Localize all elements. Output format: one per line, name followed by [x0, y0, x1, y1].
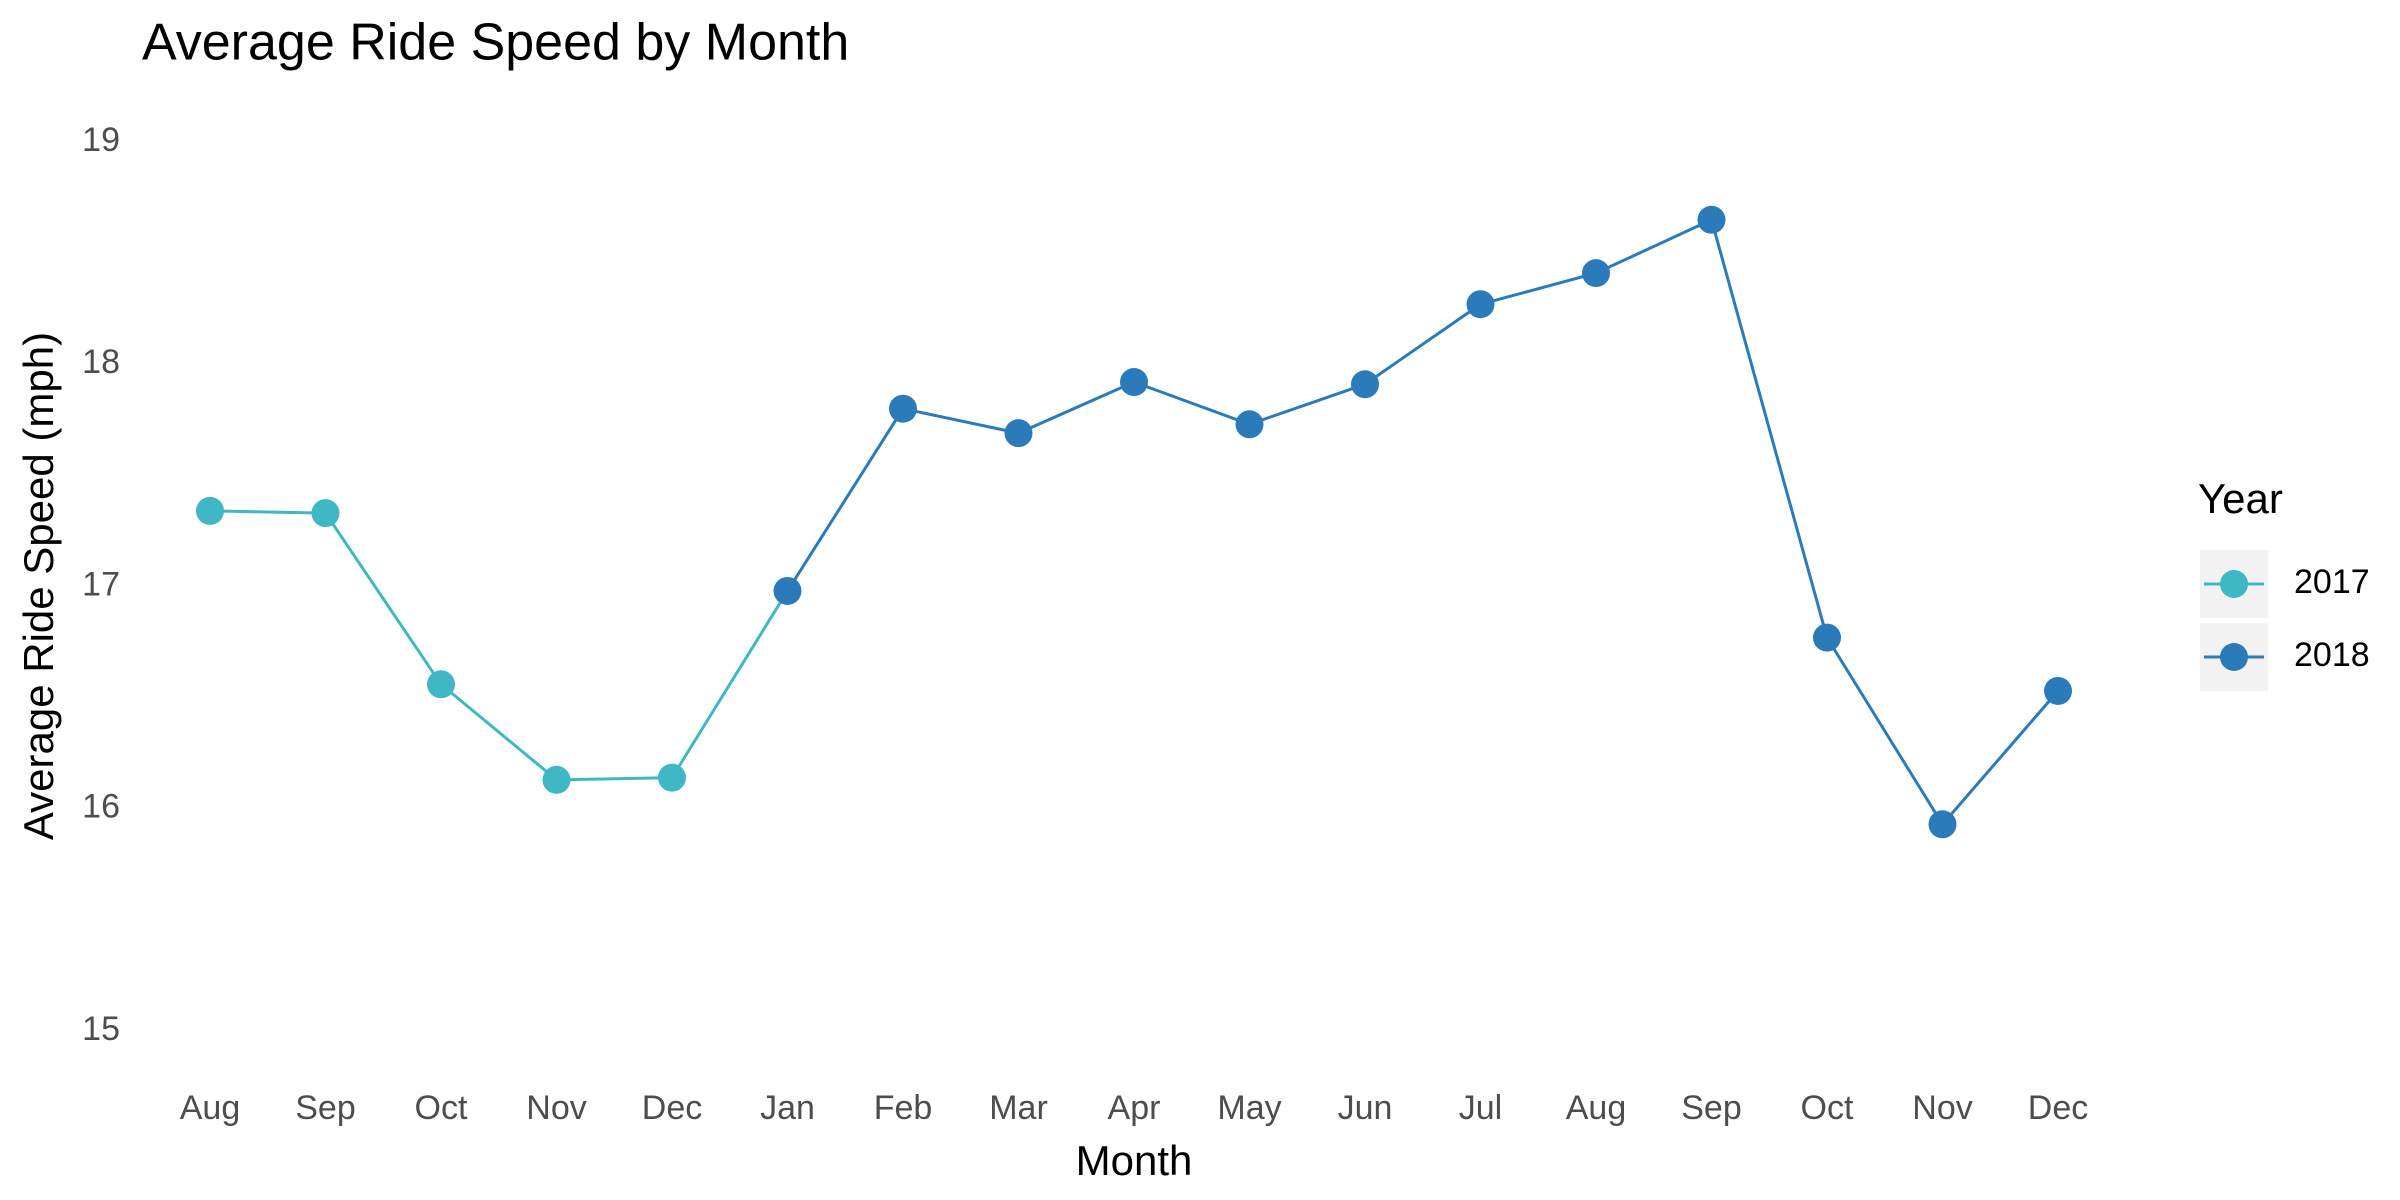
legend-label: 2017	[2294, 563, 2370, 601]
line-connector	[670, 590, 789, 779]
point	[1582, 259, 1610, 288]
point	[2044, 676, 2072, 705]
legend-key-point	[2220, 643, 2248, 671]
legend-title: Year	[2198, 475, 2283, 522]
legend-key-point	[2220, 570, 2248, 598]
legend-label: 2018	[2294, 636, 2370, 674]
y-tick-label: 19	[82, 121, 120, 159]
x-tick-label: Jul	[1459, 1089, 1502, 1127]
x-tick-label: Sep	[295, 1089, 356, 1127]
y-tick-label: 18	[82, 343, 120, 381]
point	[889, 394, 917, 423]
point	[658, 763, 686, 792]
point	[542, 765, 571, 794]
point	[1120, 368, 1148, 397]
x-tick-label: Feb	[874, 1089, 933, 1127]
x-axis-title: Month	[1076, 1137, 1193, 1184]
x-tick-label: Nov	[1912, 1089, 1972, 1127]
point	[773, 576, 802, 605]
y-tick-label: 15	[82, 1010, 120, 1048]
x-tick-label: Oct	[415, 1089, 468, 1127]
point	[427, 670, 455, 699]
chart-title: Average Ride Speed by Month	[142, 14, 849, 72]
x-tick-label: Oct	[1801, 1089, 1854, 1127]
point	[1928, 810, 1957, 839]
point	[1004, 419, 1033, 448]
y-tick-label: 16	[82, 788, 120, 826]
x-tick-label: Aug	[1566, 1089, 1627, 1127]
point	[1351, 370, 1379, 399]
x-tick-label: Apr	[1108, 1089, 1161, 1127]
x-tick-label: Mar	[989, 1089, 1048, 1127]
point	[1466, 290, 1495, 319]
point	[311, 499, 340, 528]
y-tick-label: 17	[82, 565, 120, 603]
series-line	[786, 217, 2060, 827]
x-tick-label: Jan	[760, 1089, 815, 1127]
x-tick-label: Sep	[1681, 1089, 1742, 1127]
x-tick-label: Dec	[642, 1089, 702, 1127]
point	[196, 496, 224, 525]
point	[1813, 623, 1841, 652]
x-tick-label: May	[1217, 1089, 1281, 1127]
x-tick-label: Aug	[180, 1089, 241, 1127]
point	[1697, 205, 1726, 234]
x-tick-label: Dec	[2028, 1089, 2088, 1127]
x-tick-label: Nov	[526, 1089, 586, 1127]
point	[1235, 410, 1264, 439]
y-axis-title: Average Ride Speed (mph)	[15, 332, 62, 840]
x-tick-label: Jun	[1338, 1089, 1393, 1127]
